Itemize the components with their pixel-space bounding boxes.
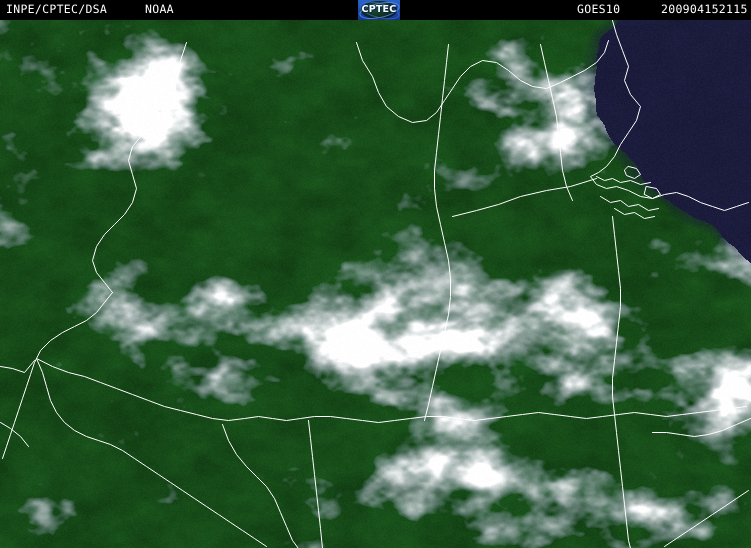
satellite-label: GOES10 — [577, 2, 621, 16]
agency-label: INPE/CPTEC/DSA — [6, 2, 108, 16]
globe-icon — [361, 1, 397, 19]
cptec-logo[interactable]: CPTEC — [358, 0, 400, 20]
source-label: NOAA — [145, 2, 174, 16]
satellite-image — [0, 20, 751, 548]
timestamp-label: 200904152115 — [661, 2, 748, 16]
satellite-image-canvas — [0, 20, 751, 548]
cptec-logo-text: CPTEC — [361, 4, 397, 15]
